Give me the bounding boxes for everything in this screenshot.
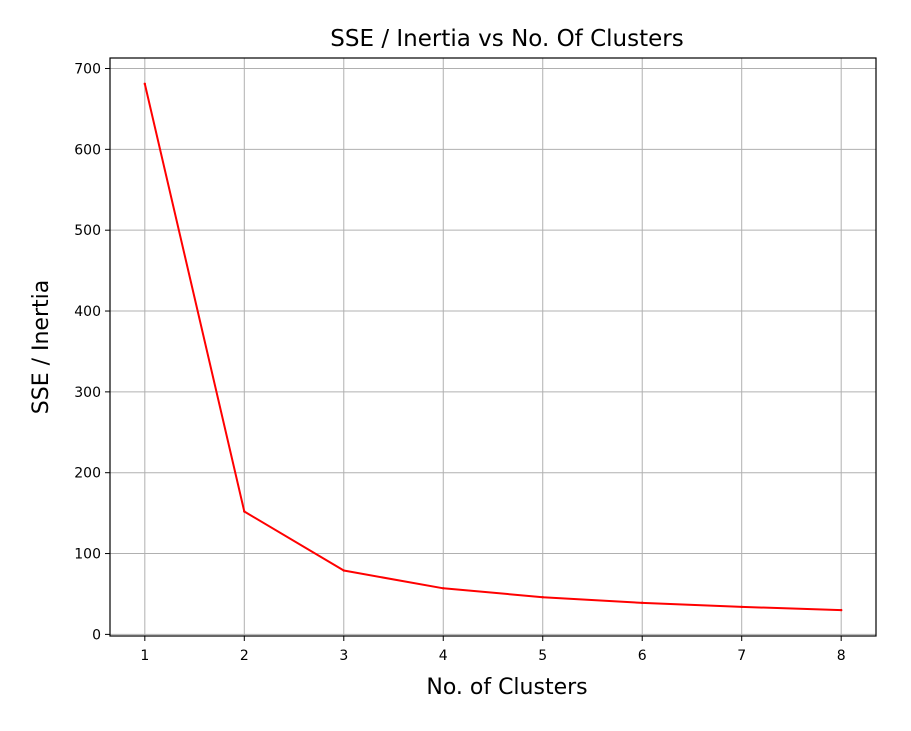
x-tick-label: 3: [339, 648, 348, 664]
data-point: [740, 605, 743, 609]
y-tick-label: 200: [74, 466, 101, 482]
y-tick-label: 100: [74, 547, 101, 563]
data-point: [243, 510, 246, 513]
data-point: [342, 569, 345, 572]
y-axis-title: SSE / Inertia: [29, 280, 54, 414]
x-tick-label: 8: [837, 648, 846, 664]
y-tick-label: 700: [74, 62, 101, 78]
x-axis-title: No. of Clusters: [426, 675, 587, 700]
x-axis-ticks: 1 2 3 4 5 6 7 8: [140, 636, 846, 664]
x-tick-label: 6: [638, 648, 647, 664]
x-tick-label: 5: [538, 648, 547, 664]
chart-title: SSE / Inertia vs No. Of Clusters: [330, 26, 683, 52]
data-point: [839, 608, 843, 612]
data-point: [541, 595, 544, 599]
y-tick-label: 300: [74, 385, 101, 401]
y-tick-label: 0: [92, 627, 101, 643]
y-axis-ticks: 0 100 200 300 400 500 600 700: [74, 62, 110, 643]
x-tick-label: 7: [737, 648, 746, 664]
x-tick-label: 1: [140, 648, 149, 664]
data-point: [641, 601, 644, 605]
y-tick-label: 400: [74, 304, 101, 320]
grid-lines: [110, 58, 876, 636]
data-point: [442, 587, 445, 590]
y-tick-label: 600: [74, 142, 101, 158]
plot-frame: [109, 57, 877, 637]
series-layer: [143, 82, 843, 612]
data-point: [143, 82, 147, 86]
x-tick-label: 2: [240, 648, 249, 664]
x-tick-label: 4: [439, 648, 448, 664]
y-tick-label: 500: [74, 223, 101, 239]
series-line: [143, 82, 843, 612]
